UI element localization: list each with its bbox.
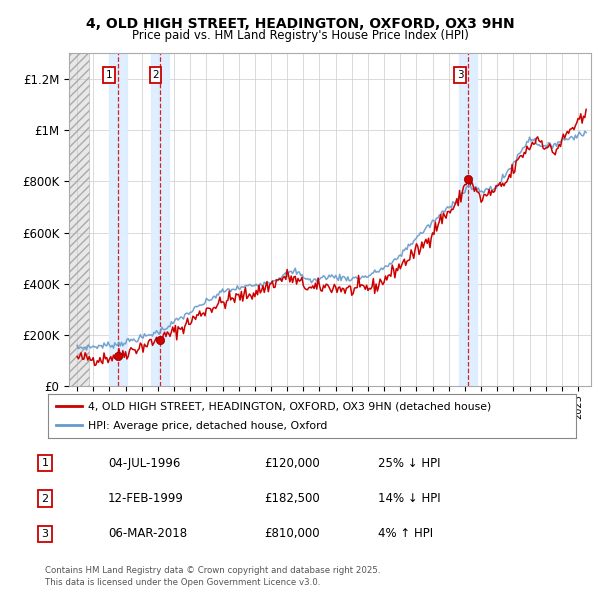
Text: 06-MAR-2018: 06-MAR-2018 — [108, 527, 187, 540]
Text: 4, OLD HIGH STREET, HEADINGTON, OXFORD, OX3 9HN: 4, OLD HIGH STREET, HEADINGTON, OXFORD, … — [86, 17, 514, 31]
Text: Price paid vs. HM Land Registry's House Price Index (HPI): Price paid vs. HM Land Registry's House … — [131, 30, 469, 42]
Text: Contains HM Land Registry data © Crown copyright and database right 2025.
This d: Contains HM Land Registry data © Crown c… — [45, 566, 380, 587]
Text: 1: 1 — [106, 70, 113, 80]
Text: 14% ↓ HPI: 14% ↓ HPI — [378, 492, 440, 505]
Bar — [459, 53, 477, 386]
Text: 25% ↓ HPI: 25% ↓ HPI — [378, 457, 440, 470]
Text: 2: 2 — [41, 494, 49, 503]
Text: 2: 2 — [152, 70, 159, 80]
Text: 4% ↑ HPI: 4% ↑ HPI — [378, 527, 433, 540]
Bar — [109, 53, 127, 386]
Text: 4, OLD HIGH STREET, HEADINGTON, OXFORD, OX3 9HN (detached house): 4, OLD HIGH STREET, HEADINGTON, OXFORD, … — [88, 402, 491, 412]
Text: £810,000: £810,000 — [264, 527, 320, 540]
Text: 1: 1 — [41, 458, 49, 468]
Text: 3: 3 — [41, 529, 49, 539]
Text: 04-JUL-1996: 04-JUL-1996 — [108, 457, 181, 470]
Bar — [151, 53, 169, 386]
Text: 3: 3 — [457, 70, 463, 80]
Text: HPI: Average price, detached house, Oxford: HPI: Average price, detached house, Oxfo… — [88, 421, 327, 431]
Text: 12-FEB-1999: 12-FEB-1999 — [108, 492, 184, 505]
Text: £182,500: £182,500 — [264, 492, 320, 505]
Text: £120,000: £120,000 — [264, 457, 320, 470]
